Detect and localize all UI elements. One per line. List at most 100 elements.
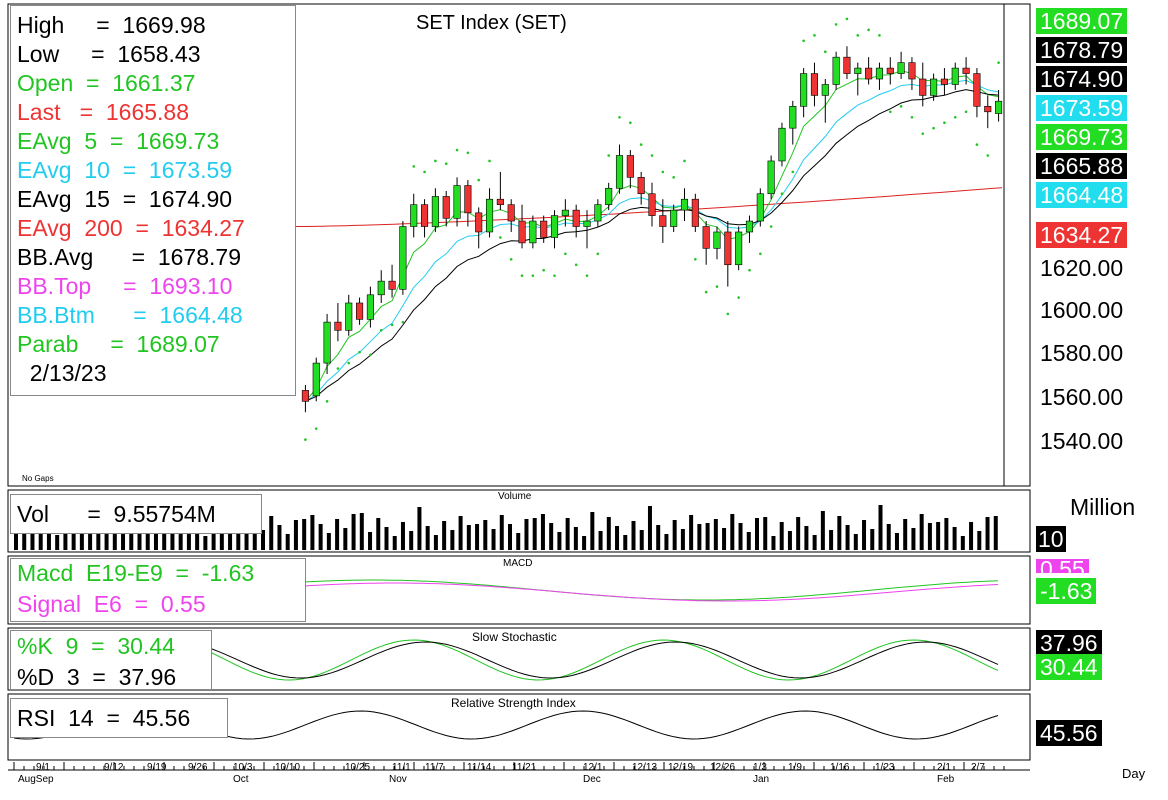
info-line-eavg5: EAvg 5 = 1669.73 — [17, 128, 220, 154]
volume-bar — [689, 515, 694, 550]
volume-bar — [261, 530, 265, 550]
volume-bar — [755, 518, 759, 550]
volume-title: Volume — [498, 491, 532, 502]
parabolic-dot — [639, 143, 643, 146]
parabolic-dot — [531, 274, 535, 277]
x-axis-day-label: 1/23 — [875, 762, 895, 773]
parabolic-dot — [520, 274, 524, 277]
candle-body — [854, 67, 862, 74]
volume-bar — [969, 522, 974, 550]
volume-bar — [244, 525, 249, 550]
volume-bar — [318, 524, 323, 550]
volume-bar — [549, 523, 554, 550]
candle-body — [886, 67, 894, 74]
info-line-high: High = 1669.98 — [17, 12, 206, 38]
parabolic-dot — [466, 151, 470, 155]
volume-bar — [335, 519, 340, 550]
parabolic-dot — [856, 34, 860, 37]
parabolic-dot — [672, 176, 675, 179]
candle-body — [442, 196, 450, 219]
volume-bar — [787, 531, 792, 550]
candle-body — [626, 155, 634, 178]
volume-bar — [88, 525, 93, 550]
candle-body — [594, 204, 602, 222]
parabolic-dot — [444, 162, 448, 165]
volume-bar — [112, 529, 117, 550]
volume-bar — [384, 527, 389, 550]
volume-bar — [22, 522, 27, 550]
volume-bar — [862, 520, 867, 550]
x-axis-day-label: 11/1 — [392, 762, 411, 773]
parabolic-dot — [401, 320, 405, 324]
candle-body — [670, 209, 678, 227]
volume-bar — [351, 514, 356, 550]
volume-bar — [137, 533, 142, 550]
candle-body — [605, 187, 613, 205]
price-tag: 1678.79 — [1036, 37, 1128, 63]
candle-body — [973, 73, 981, 107]
parabolic-dot — [802, 39, 805, 43]
info-line-date: 2/13/23 — [17, 360, 107, 386]
price-tag: 1634.27 — [1036, 222, 1128, 248]
info-line-eavg15: EAvg 15 = 1674.90 — [17, 186, 233, 212]
x-axis-month-label: Dec — [583, 774, 601, 785]
candle-body — [659, 215, 667, 227]
parabolic-dot — [813, 34, 816, 37]
candle-body — [431, 196, 439, 227]
volume-bar — [458, 516, 463, 550]
rsi-tag: 45.56 — [1036, 720, 1102, 746]
x-axis-month-label: Feb — [937, 774, 955, 785]
candle-body — [756, 193, 764, 222]
no-gaps-label: No Gaps — [22, 474, 54, 483]
volume-bar — [499, 515, 504, 550]
volume-bar — [812, 535, 817, 550]
volume-unit-label: Million — [1070, 494, 1136, 520]
volume-bar — [878, 505, 883, 550]
parabolic-dot — [369, 353, 372, 357]
volume-bar — [656, 525, 661, 550]
stoch-k-text: %K 9 = 30.44 — [17, 633, 175, 659]
stoch-title: Slow Stochastic — [472, 630, 557, 644]
parabolic-dot — [412, 165, 416, 168]
volume-bar — [450, 530, 455, 550]
y-axis-label: 1620.00 — [1040, 255, 1124, 281]
volume-bar — [524, 519, 529, 550]
info-line-open: Open = 1661.37 — [17, 70, 196, 96]
volume-bar — [763, 517, 768, 550]
parabolic-dot — [336, 367, 340, 370]
volume-bar — [145, 519, 150, 550]
volume-bar — [170, 523, 175, 550]
volume-bar — [639, 530, 644, 550]
volume-bar — [919, 514, 924, 550]
candle-body — [410, 204, 418, 227]
volume-bar — [30, 531, 35, 550]
x-axis-ticks-group — [13, 762, 1005, 770]
price-tag: 1674.90 — [1036, 66, 1128, 92]
info-line-parab: Parab = 1689.07 — [17, 331, 220, 357]
volume-bar — [771, 536, 776, 550]
volume-bar — [219, 531, 224, 550]
parabolic-dot — [477, 178, 481, 182]
volume-bar — [359, 513, 364, 550]
volume-bar — [944, 518, 949, 550]
parabolic-dot — [769, 225, 773, 228]
x-axis-day-label: 11/21 — [512, 762, 537, 773]
parabolic-dot — [878, 34, 881, 37]
volume-bar — [647, 506, 652, 550]
price-series-group — [10, 17, 1003, 441]
candle-body — [453, 185, 461, 219]
volume-bar — [252, 521, 257, 550]
parabolic-dot — [423, 170, 426, 174]
parabolic-dot — [845, 17, 849, 21]
rsi-title: Relative Strength Index — [451, 696, 576, 710]
x-axis-day-label: 10/3 — [233, 762, 253, 773]
volume-bar — [409, 531, 414, 550]
candle-body — [800, 73, 808, 107]
candle-body — [518, 220, 526, 244]
candle-body — [735, 231, 743, 266]
candle-body — [908, 62, 916, 80]
parabolic-dot — [737, 296, 740, 299]
x-axis-month-label: Nov — [389, 774, 407, 785]
macd-signal-tag: 0.55 — [1036, 559, 1089, 573]
volume-bar — [277, 525, 282, 550]
